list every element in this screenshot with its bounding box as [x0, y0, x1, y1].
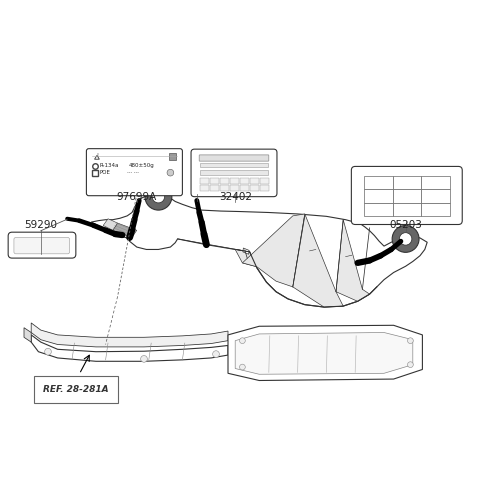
Circle shape: [408, 338, 413, 343]
Polygon shape: [31, 323, 228, 347]
FancyBboxPatch shape: [191, 149, 277, 197]
Circle shape: [152, 190, 165, 203]
Bar: [364, 203, 393, 216]
Polygon shape: [103, 219, 118, 230]
Circle shape: [145, 183, 172, 210]
Polygon shape: [228, 326, 422, 381]
FancyBboxPatch shape: [351, 166, 462, 225]
Polygon shape: [293, 214, 343, 307]
Bar: [220, 178, 229, 184]
Bar: [260, 178, 269, 184]
Circle shape: [392, 226, 419, 252]
Text: REF. 28-281A: REF. 28-281A: [43, 385, 109, 394]
Bar: [200, 178, 209, 184]
Polygon shape: [91, 193, 427, 307]
Polygon shape: [24, 328, 31, 342]
FancyBboxPatch shape: [199, 155, 269, 161]
Bar: [240, 178, 249, 184]
Circle shape: [240, 338, 245, 343]
Text: POE: POE: [100, 170, 111, 175]
Bar: [393, 203, 421, 216]
FancyBboxPatch shape: [200, 163, 268, 167]
Polygon shape: [243, 248, 249, 254]
Polygon shape: [235, 249, 257, 267]
Bar: [210, 185, 219, 191]
Text: 05203: 05203: [389, 220, 422, 230]
Circle shape: [399, 233, 412, 245]
Text: 59290: 59290: [24, 220, 57, 230]
Text: 97699A: 97699A: [117, 192, 157, 202]
Bar: [364, 176, 393, 189]
Circle shape: [141, 355, 147, 362]
Bar: [421, 203, 450, 216]
Circle shape: [240, 364, 245, 370]
Text: --- ---: --- ---: [127, 170, 139, 175]
Circle shape: [45, 348, 51, 355]
FancyBboxPatch shape: [169, 154, 176, 160]
Circle shape: [213, 351, 219, 357]
Polygon shape: [336, 220, 370, 301]
Circle shape: [408, 362, 413, 368]
Bar: [210, 178, 219, 184]
Bar: [200, 185, 209, 191]
Bar: [421, 189, 450, 203]
Polygon shape: [31, 335, 228, 361]
FancyBboxPatch shape: [8, 232, 76, 258]
Polygon shape: [113, 223, 137, 238]
Bar: [230, 178, 239, 184]
Circle shape: [167, 169, 174, 176]
Bar: [393, 189, 421, 203]
Text: 32402: 32402: [219, 192, 252, 202]
Bar: [260, 185, 269, 191]
FancyBboxPatch shape: [86, 149, 182, 196]
Bar: [393, 176, 421, 189]
Text: !: !: [96, 153, 98, 158]
Text: 480±50g: 480±50g: [129, 164, 155, 168]
Polygon shape: [242, 214, 305, 287]
Bar: [220, 185, 229, 191]
Polygon shape: [235, 332, 413, 374]
Bar: [250, 178, 259, 184]
Bar: [421, 176, 450, 189]
Bar: [364, 189, 393, 203]
Bar: [250, 185, 259, 191]
Bar: [240, 185, 249, 191]
Bar: [230, 185, 239, 191]
Text: R-134a: R-134a: [100, 164, 120, 168]
FancyBboxPatch shape: [200, 170, 268, 174]
FancyBboxPatch shape: [14, 238, 70, 254]
